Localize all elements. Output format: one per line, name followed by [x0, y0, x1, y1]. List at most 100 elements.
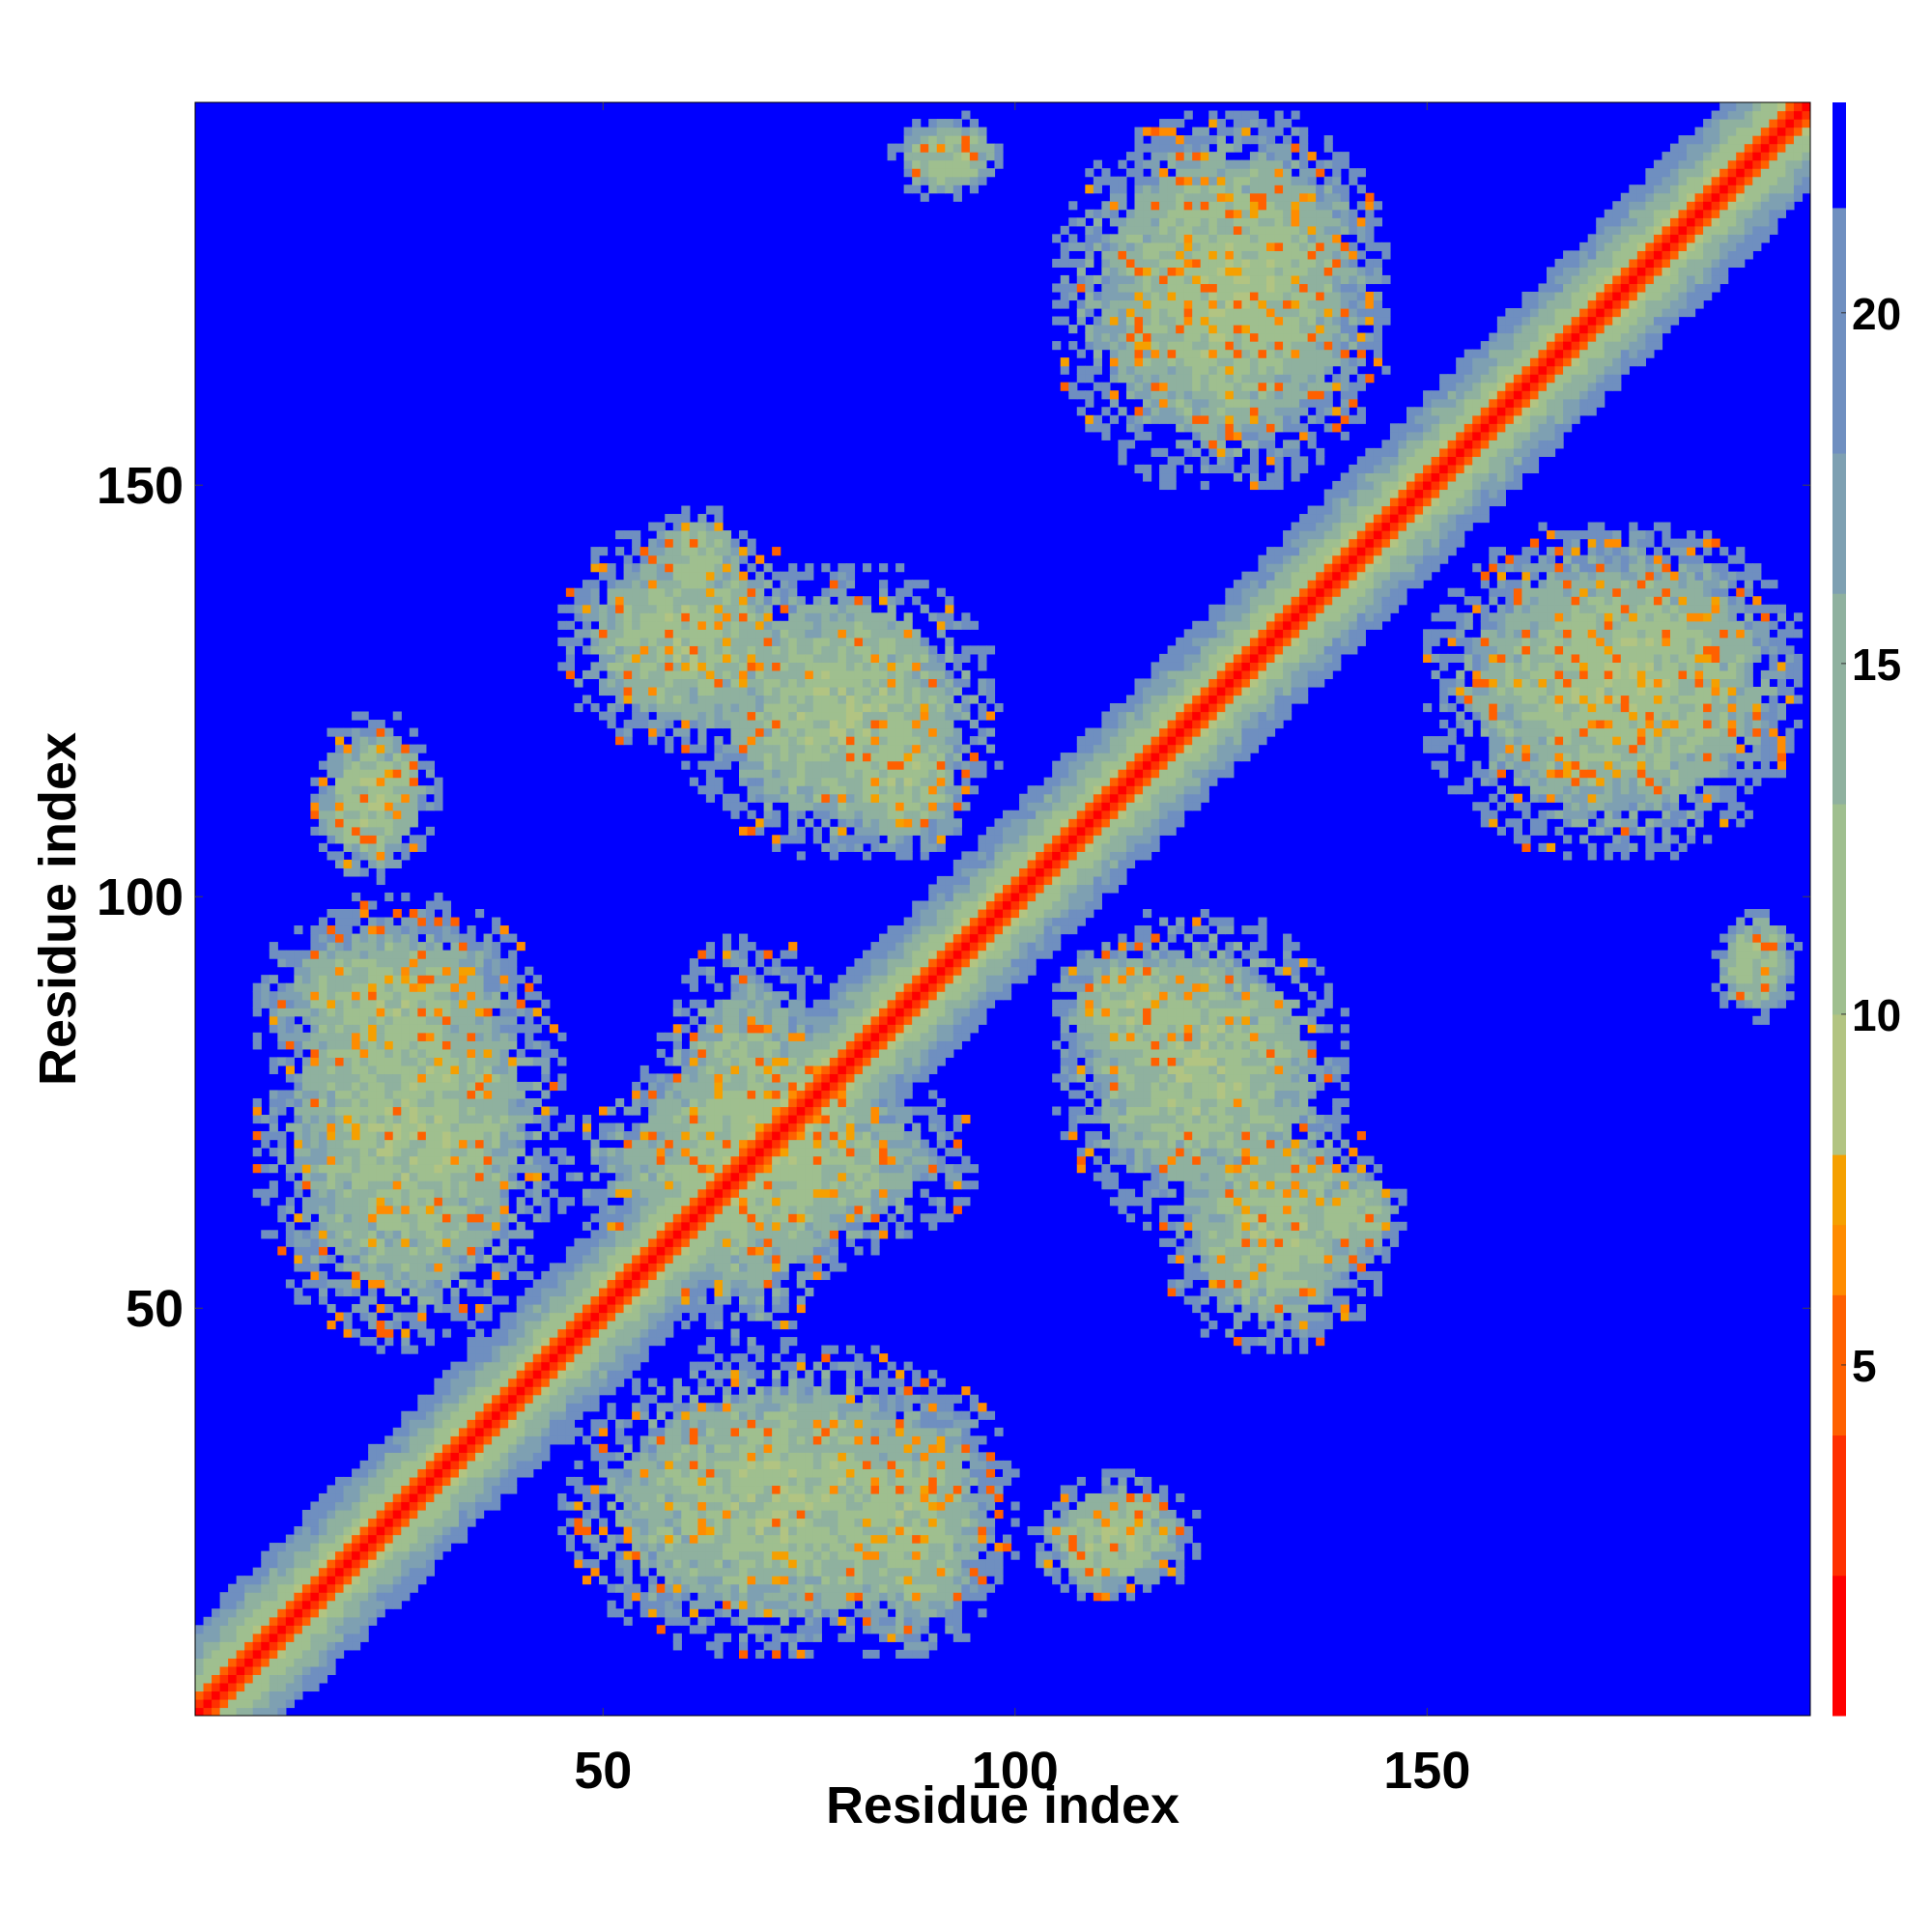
heatmap-cell	[310, 1048, 320, 1058]
heatmap-cell	[285, 1543, 295, 1552]
heatmap-cell	[269, 1230, 278, 1239]
heatmap-cell	[780, 1567, 789, 1577]
heatmap-cell	[318, 950, 328, 959]
heatmap-cell	[475, 1386, 485, 1396]
heatmap-cell	[788, 1097, 798, 1108]
heatmap-cell	[516, 1230, 526, 1239]
heatmap-cell	[599, 662, 609, 671]
heatmap-cell	[252, 1115, 262, 1124]
heatmap-cell	[590, 702, 600, 713]
heatmap-cell	[475, 1097, 485, 1108]
heatmap-cell	[525, 1370, 534, 1379]
heatmap-cell	[475, 1008, 485, 1017]
heatmap-cell	[590, 1172, 600, 1181]
heatmap-cell	[648, 1188, 658, 1198]
heatmap-cell	[352, 1270, 361, 1281]
heatmap-cell	[359, 1155, 369, 1165]
heatmap-cell	[639, 1205, 649, 1214]
heatmap-cell	[252, 999, 262, 1009]
heatmap-cell	[714, 1468, 724, 1478]
heatmap-cell	[623, 1237, 633, 1247]
heatmap-cell	[261, 1139, 270, 1149]
heatmap-cell	[722, 1197, 732, 1207]
heatmap-cell	[557, 1295, 567, 1305]
heatmap-cell	[343, 1254, 353, 1264]
heatmap-cell	[327, 1097, 336, 1108]
heatmap-cell	[780, 1460, 789, 1469]
heatmap-cell	[425, 1550, 435, 1560]
heatmap-cell	[656, 620, 666, 630]
heatmap-cell	[392, 925, 402, 935]
heatmap-cell	[763, 1576, 773, 1585]
heatmap-cell	[228, 1682, 238, 1692]
heatmap-cell	[343, 1090, 353, 1099]
heatmap-cell	[780, 1106, 789, 1116]
heatmap-cell	[615, 1361, 625, 1371]
heatmap-cell	[747, 1155, 756, 1165]
heatmap-cell	[697, 1345, 707, 1354]
heatmap-cell	[310, 1205, 320, 1214]
heatmap-cell	[261, 1164, 270, 1174]
heatmap-cell	[384, 744, 394, 753]
heatmap-cell	[681, 662, 691, 671]
heatmap-cell	[277, 1213, 287, 1223]
heatmap-cell	[492, 1172, 501, 1181]
heatmap-cell	[401, 1485, 411, 1494]
heatmap-cell	[417, 1205, 427, 1214]
heatmap-cell	[359, 1583, 369, 1593]
heatmap-cell	[574, 1410, 583, 1420]
heatmap-cell	[458, 1008, 469, 1017]
heatmap-cell	[409, 1197, 418, 1207]
heatmap-cell	[492, 1155, 501, 1165]
heatmap-cell	[574, 1270, 583, 1281]
heatmap-cell	[574, 702, 583, 713]
heatmap-cell	[318, 1576, 328, 1585]
heatmap-cell	[301, 1073, 312, 1083]
heatmap-cell	[747, 720, 756, 729]
heatmap-cell	[335, 777, 345, 786]
heatmap-cell	[195, 1641, 205, 1651]
heatmap-cell	[714, 1205, 724, 1214]
heatmap-cell	[368, 975, 378, 984]
heatmap-cell	[672, 1567, 682, 1577]
heatmap-cell	[632, 1509, 641, 1520]
heatmap-cell	[623, 1263, 633, 1272]
heatmap-cell	[747, 580, 756, 589]
heatmap-cell	[417, 1073, 427, 1083]
heatmap-cell	[780, 760, 789, 770]
heatmap-cell	[269, 1115, 278, 1124]
heatmap-cell	[697, 1287, 707, 1297]
heatmap-cell	[327, 1057, 336, 1066]
heatmap-cell	[772, 1370, 781, 1379]
heatmap-cell	[763, 818, 773, 828]
heatmap-cell	[269, 975, 278, 984]
heatmap-cell	[368, 958, 378, 968]
heatmap-cell	[656, 1526, 666, 1536]
heatmap-cell	[409, 1065, 418, 1075]
heatmap-cell	[565, 1518, 576, 1527]
heatmap-cell	[441, 1427, 452, 1436]
heatmap-cell	[508, 1164, 518, 1174]
heatmap-cell	[672, 1410, 682, 1420]
heatmap-cell	[755, 1543, 765, 1552]
heatmap-cell	[557, 1337, 567, 1347]
heatmap-cell	[623, 695, 633, 704]
heatmap-cell	[483, 1419, 493, 1429]
heatmap-cell	[450, 1213, 460, 1223]
heatmap-cell	[672, 1427, 682, 1436]
heatmap-cell	[689, 1048, 698, 1058]
heatmap-cell	[401, 1090, 411, 1099]
heatmap-cell	[705, 653, 716, 663]
heatmap-cell	[441, 900, 452, 910]
heatmap-cell	[697, 563, 707, 573]
heatmap-cell	[755, 1237, 765, 1247]
heatmap-cell	[516, 1386, 526, 1396]
heatmap-cell	[384, 802, 394, 811]
heatmap-cell	[343, 925, 353, 935]
heatmap-cell	[549, 1419, 558, 1429]
heatmap-cell	[409, 769, 418, 779]
heatmap-cell	[475, 1237, 485, 1247]
heatmap-cell	[277, 1024, 287, 1034]
heatmap-cell	[392, 933, 402, 943]
heatmap-cell	[639, 1337, 649, 1347]
